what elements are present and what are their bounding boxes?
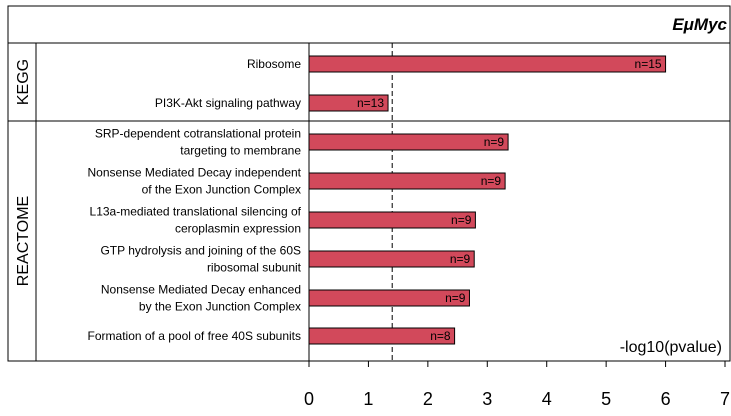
bar-annotation: n=8 xyxy=(430,329,451,343)
category-label: Formation of a pool of free 40S subunits xyxy=(88,329,301,343)
x-tick-label: 5 xyxy=(601,389,611,409)
bar-1-2 xyxy=(308,211,476,229)
bar-0-1 xyxy=(308,94,389,112)
category-label: ribosomal subunit xyxy=(207,261,302,275)
bar-annotation: n=15 xyxy=(635,57,662,71)
x-tick-label: 7 xyxy=(720,389,730,409)
bar-annotation: n=9 xyxy=(450,252,471,266)
category-label: of the Exon Junction Complex xyxy=(142,183,301,197)
category-label: targeting to membrane xyxy=(180,144,301,158)
chart-title: EμMyc xyxy=(672,15,727,34)
bar-1-4 xyxy=(308,289,470,307)
x-axis-label: -log10(pvalue) xyxy=(620,339,722,356)
bar-1-1 xyxy=(308,172,506,190)
category-label: Ribosome xyxy=(247,57,301,71)
x-tick-label: 4 xyxy=(542,389,552,409)
bar-1-0 xyxy=(308,133,509,151)
bar-annotation: n=9 xyxy=(451,213,472,227)
x-tick-label: 0 xyxy=(304,389,314,409)
bar-0-0 xyxy=(308,55,667,73)
category-label: Nonsense Mediated Decay independent xyxy=(88,166,302,180)
category-label: GTP hydrolysis and joining of the 60S xyxy=(100,244,301,258)
bar-1-3 xyxy=(308,250,475,268)
category-label: by the Exon Junction Complex xyxy=(139,300,301,314)
group-label-kegg: KEGG xyxy=(15,59,32,105)
x-tick-label: 2 xyxy=(423,389,433,409)
category-label: L13a-mediated translational silencing of xyxy=(90,205,302,219)
x-tick-label: 3 xyxy=(482,389,492,409)
group-label-reactome: REACTOME xyxy=(15,196,32,286)
category-label: ceroplasmin expression xyxy=(175,222,301,236)
bar-annotation: n=9 xyxy=(481,174,502,188)
bar-1-5 xyxy=(308,327,456,345)
bar-annotation: n=13 xyxy=(357,96,384,110)
category-label: PI3K-Akt signaling pathway xyxy=(155,96,301,110)
x-tick-label: 6 xyxy=(661,389,671,409)
x-tick-label: 1 xyxy=(363,389,373,409)
bar-annotation: n=9 xyxy=(484,135,505,149)
category-label: Nonsense Mediated Decay enhanced xyxy=(101,283,301,297)
bar-annotation: n=9 xyxy=(445,291,466,305)
category-label: SRP-dependent cotranslational protein xyxy=(95,127,301,141)
